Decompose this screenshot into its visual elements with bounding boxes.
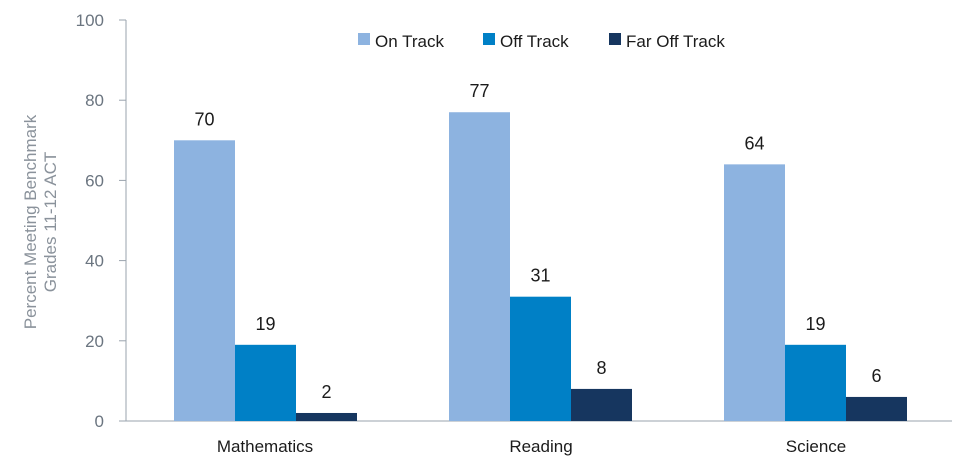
- value-label-reading-far-off-track: 8: [596, 358, 606, 378]
- category-label-reading: Reading: [509, 437, 572, 456]
- y-axis-label-line-1: Percent Meeting Benchmark: [21, 114, 40, 329]
- y-tick-label: 0: [95, 412, 104, 431]
- y-tick-label: 20: [85, 332, 104, 351]
- legend-swatch-off-track: [483, 33, 495, 45]
- y-axis-ticks: 0 20 40 60 80 100: [76, 11, 126, 431]
- value-label-reading-on-track: 77: [469, 81, 489, 101]
- bars-group: [174, 112, 907, 422]
- bar-reading-on-track: [449, 112, 510, 421]
- value-label-mathematics-off-track: 19: [255, 314, 275, 334]
- y-tick-label: 80: [85, 91, 104, 110]
- legend: On Track Off Track Far Off Track: [358, 32, 725, 51]
- bar-science-far-off-track: [846, 396, 907, 421]
- value-labels-group: 70 19 2 77 31 8 64 19 6: [194, 81, 881, 402]
- bar-reading-off-track: [510, 296, 571, 421]
- y-axis-label-line-2: Grades 11-12 ACT: [41, 152, 60, 292]
- value-label-reading-off-track: 31: [530, 266, 550, 286]
- y-tick-label: 60: [85, 171, 104, 190]
- legend-swatch-far-off-track: [609, 33, 621, 45]
- bar-mathematics-far-off-track: [296, 412, 357, 421]
- legend-label-off-track: Off Track: [500, 32, 569, 51]
- value-label-mathematics-far-off-track: 2: [321, 382, 331, 402]
- y-tick-label: 40: [85, 252, 104, 271]
- bar-science-on-track: [724, 164, 785, 422]
- bar-mathematics-off-track: [235, 344, 296, 421]
- value-label-mathematics-on-track: 70: [194, 109, 214, 129]
- legend-swatch-on-track: [358, 33, 370, 45]
- value-label-science-far-off-track: 6: [871, 366, 881, 386]
- bar-mathematics-on-track: [174, 140, 235, 422]
- bar-reading-far-off-track: [571, 388, 632, 421]
- category-label-science: Science: [786, 437, 846, 456]
- category-label-mathematics: Mathematics: [217, 437, 313, 456]
- bar-science-off-track: [785, 344, 846, 421]
- y-tick-label: 100: [76, 11, 104, 30]
- value-label-science-off-track: 19: [805, 314, 825, 334]
- legend-label-far-off-track: Far Off Track: [626, 32, 725, 51]
- value-label-science-on-track: 64: [744, 133, 764, 153]
- legend-label-on-track: On Track: [375, 32, 444, 51]
